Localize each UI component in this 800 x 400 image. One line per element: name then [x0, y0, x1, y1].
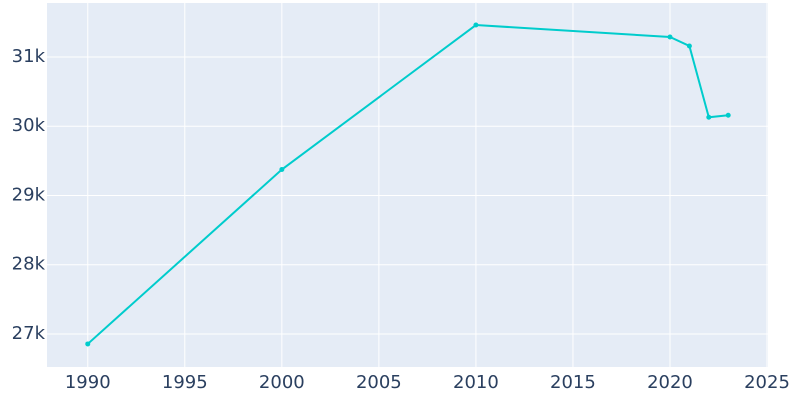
- x-tick-label: 1995: [162, 372, 208, 393]
- point: [473, 22, 479, 28]
- point: [725, 112, 731, 118]
- plot-background: [47, 3, 768, 367]
- x-tick-label: 2005: [356, 372, 402, 393]
- x-tick-label: 2025: [744, 372, 790, 393]
- y-tick-label: 31k: [12, 46, 46, 67]
- point: [279, 167, 285, 173]
- x-tick-label: 2000: [259, 372, 305, 393]
- y-tick-label: 29k: [12, 184, 46, 205]
- point: [667, 34, 673, 40]
- y-tick-label: 30k: [12, 115, 46, 136]
- point: [686, 43, 692, 49]
- y-tick-label: 28k: [12, 254, 46, 275]
- point: [706, 114, 712, 120]
- x-tick-label: 2015: [550, 372, 596, 393]
- x-tick-label: 2020: [647, 372, 693, 393]
- point: [85, 341, 91, 347]
- y-tick-label: 27k: [12, 323, 46, 344]
- x-tick-label: 2010: [453, 372, 499, 393]
- x-tick-label: 1990: [65, 372, 111, 393]
